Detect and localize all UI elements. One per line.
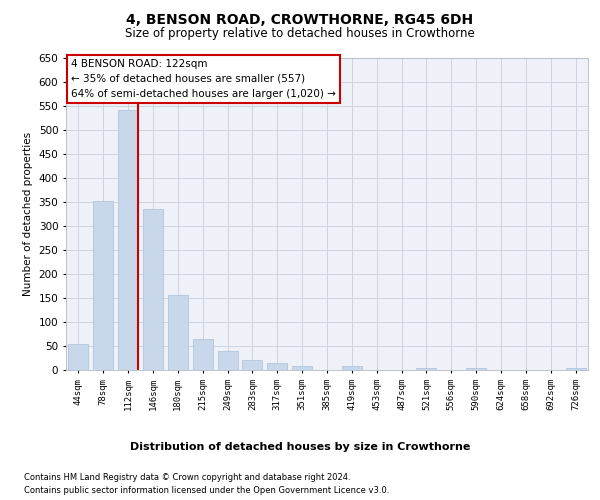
- Text: 4 BENSON ROAD: 122sqm
← 35% of detached houses are smaller (557)
64% of semi-det: 4 BENSON ROAD: 122sqm ← 35% of detached …: [71, 59, 336, 98]
- Bar: [143, 209, 163, 370]
- Bar: [168, 296, 188, 370]
- Bar: [68, 344, 88, 370]
- Bar: [466, 368, 486, 370]
- Bar: [416, 368, 436, 370]
- Bar: [118, 110, 138, 370]
- Bar: [218, 351, 238, 370]
- Bar: [566, 368, 586, 370]
- Text: 4, BENSON ROAD, CROWTHORNE, RG45 6DH: 4, BENSON ROAD, CROWTHORNE, RG45 6DH: [127, 12, 473, 26]
- Text: Contains public sector information licensed under the Open Government Licence v3: Contains public sector information licen…: [24, 486, 389, 495]
- Text: Distribution of detached houses by size in Crowthorne: Distribution of detached houses by size …: [130, 442, 470, 452]
- Bar: [292, 366, 312, 370]
- Text: Size of property relative to detached houses in Crowthorne: Size of property relative to detached ho…: [125, 28, 475, 40]
- Text: Contains HM Land Registry data © Crown copyright and database right 2024.: Contains HM Land Registry data © Crown c…: [24, 472, 350, 482]
- Bar: [242, 360, 262, 370]
- Bar: [342, 366, 362, 370]
- Bar: [94, 201, 113, 370]
- Y-axis label: Number of detached properties: Number of detached properties: [23, 132, 33, 296]
- Bar: [268, 363, 287, 370]
- Bar: [193, 339, 212, 370]
